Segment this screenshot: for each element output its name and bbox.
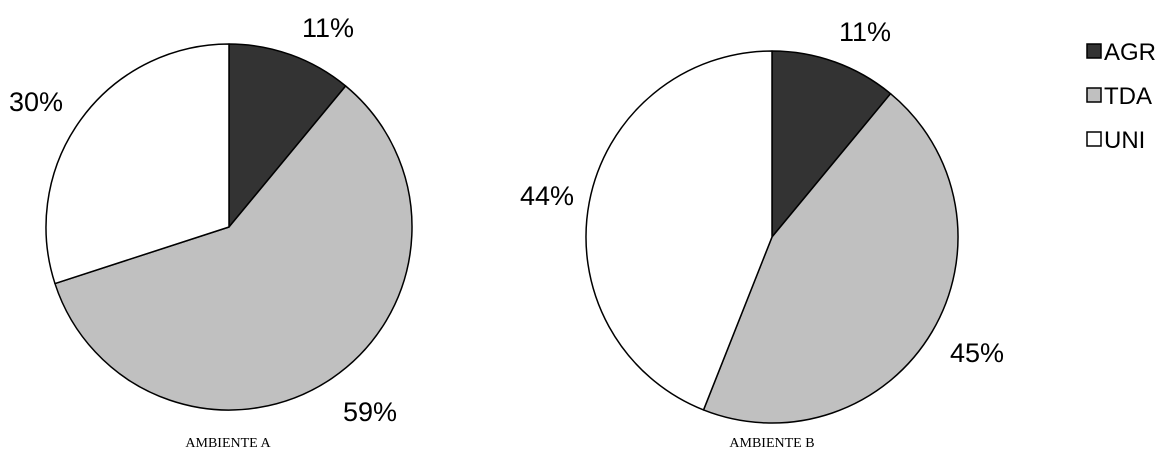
pie-a-slice-uni	[45, 43, 230, 285]
legend-swatch-uni	[1086, 131, 1102, 147]
pie-a-caption: AMBIENTE A	[185, 436, 271, 451]
pie-a-slice-tda	[54, 85, 413, 411]
pie-b-caption: AMBIENTE B	[729, 436, 814, 451]
legend-label-agr: AGR	[1104, 39, 1156, 66]
pie-a-slices	[45, 43, 413, 411]
pie-a-label-tda: 59%	[343, 397, 397, 427]
legend-item-agr: AGR	[1086, 39, 1156, 66]
pie-b-slice-uni	[585, 50, 773, 411]
pie-b-label-uni: 44%	[520, 181, 574, 211]
pie-chart-b: 11% 45% 44% AMBIENTE B	[520, 17, 1004, 451]
pie-b-label-agr: 11%	[839, 17, 891, 47]
pie-a-slice-agr	[228, 43, 347, 228]
pie-chart-a: 11% 59% 30% AMBIENTE A	[9, 13, 413, 451]
pie-b-label-tda: 45%	[950, 338, 1004, 368]
pie-b-slice-tda	[702, 92, 959, 424]
legend-label-uni: UNI	[1104, 127, 1145, 154]
pie-a-label-uni: 30%	[9, 87, 63, 117]
legend-label-tda: TDA	[1104, 83, 1152, 110]
legend-swatch-agr	[1086, 43, 1102, 59]
pie-b-slices	[585, 50, 959, 424]
legend-swatch-tda	[1086, 87, 1102, 103]
pie-a-label-agr: 11%	[302, 13, 354, 43]
legend-item-uni: UNI	[1086, 127, 1145, 154]
pie-b-slice-agr	[771, 50, 892, 238]
legend-item-tda: TDA	[1086, 83, 1152, 110]
legend: AGR TDA UNI	[1086, 39, 1156, 154]
